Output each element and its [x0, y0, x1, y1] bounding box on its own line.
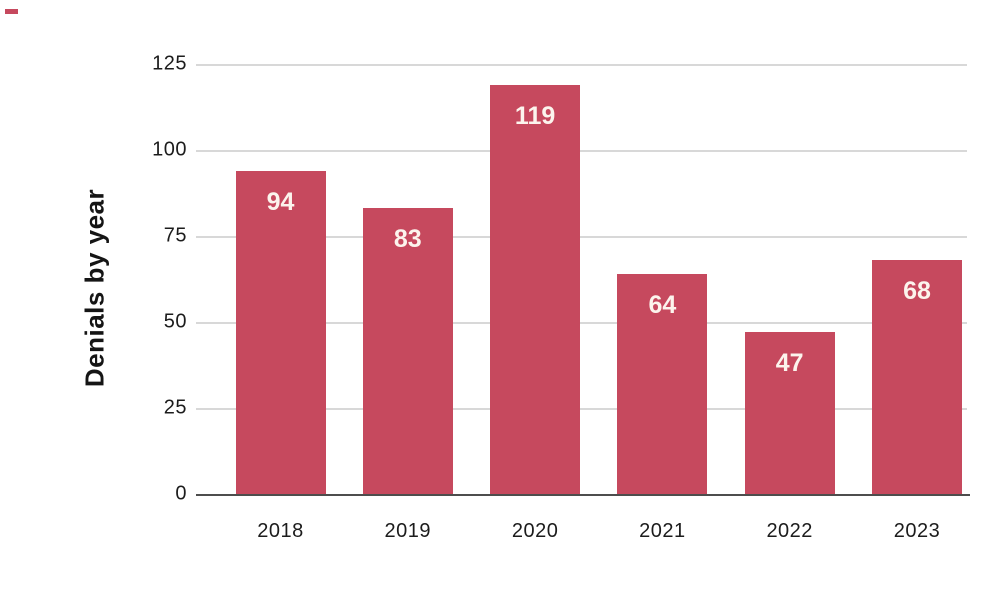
bar-value-label: 119	[514, 101, 556, 130]
x-axis-line	[196, 493, 970, 496]
x-tick-label: 2020	[511, 520, 559, 542]
x-tick-label: 2022	[766, 520, 813, 542]
gridline	[196, 322, 967, 324]
y-tick-label: 75	[163, 224, 187, 247]
bar-value-label: 47	[775, 349, 804, 378]
y-tick-label: 100	[152, 138, 187, 161]
bar-value-label: 94	[266, 187, 295, 216]
bar-2020: 119	[490, 84, 581, 494]
x-tick-label: 2019	[384, 520, 432, 542]
y-tick-label: 25	[163, 396, 187, 419]
gridline	[196, 408, 967, 410]
gridline	[196, 236, 967, 238]
y-tick-label: 50	[163, 310, 187, 333]
bar-2023: 68	[872, 260, 962, 494]
bar-value-label: 68	[903, 277, 931, 306]
y-tick-label: 0	[175, 482, 187, 505]
bar-value-label: 83	[393, 225, 422, 254]
gridline	[196, 150, 967, 152]
bar-2018: 94	[235, 170, 326, 494]
x-tick-label: 2023	[893, 520, 941, 542]
x-tick-label: 2021	[639, 520, 686, 542]
bar-value-label: 64	[648, 290, 677, 319]
bar-2019: 83	[362, 208, 453, 494]
y-axis-title: Denials by year	[79, 188, 110, 388]
bar-2021: 64	[617, 273, 708, 494]
x-tick-label: 2018	[257, 520, 304, 542]
bar-2022: 47	[744, 332, 835, 494]
gridline	[196, 64, 967, 66]
corner-red-dash	[5, 9, 18, 14]
y-tick-label: 125	[152, 52, 187, 75]
